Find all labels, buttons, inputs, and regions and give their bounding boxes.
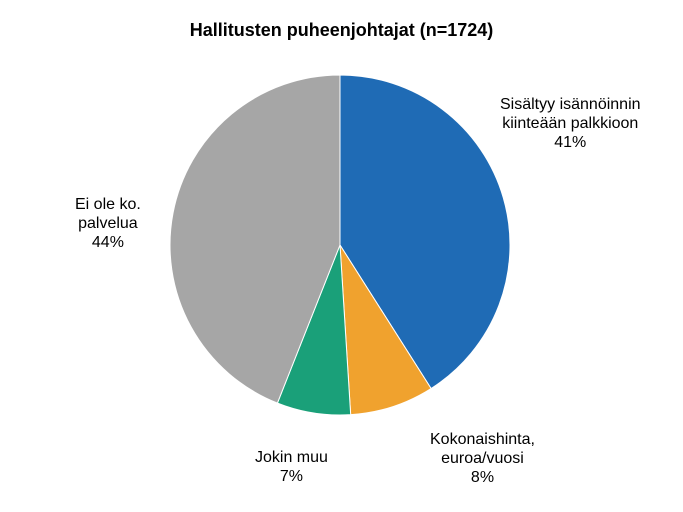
slice-label: Jokin muu 7% bbox=[255, 448, 328, 486]
pie-chart bbox=[170, 75, 510, 415]
slice-label: Sisältyy isännöinnin kiinteään palkkioon… bbox=[500, 95, 641, 153]
chart-title: Hallitusten puheenjohtajat (n=1724) bbox=[0, 20, 683, 41]
slice-label: Kokonaishinta, euroa/vuosi 8% bbox=[430, 430, 535, 488]
pie-svg bbox=[170, 75, 510, 415]
slice-label: Ei ole ko. palvelua 44% bbox=[75, 195, 141, 253]
